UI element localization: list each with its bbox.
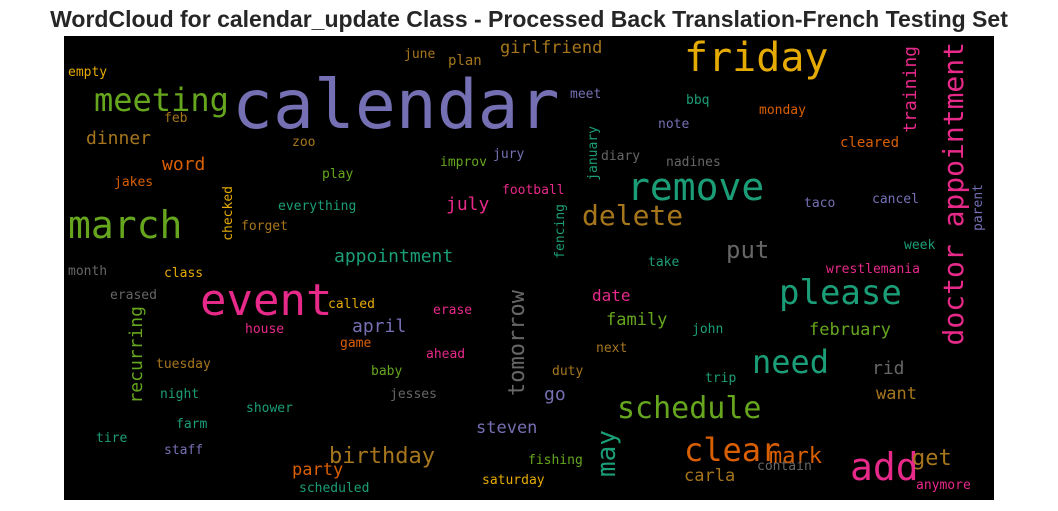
word: tire bbox=[96, 431, 128, 446]
word: need bbox=[752, 343, 830, 381]
word: duty bbox=[552, 364, 584, 379]
word: monday bbox=[759, 103, 806, 118]
word: house bbox=[245, 322, 285, 337]
word: schedule bbox=[617, 391, 762, 426]
word: january bbox=[586, 126, 601, 181]
word: carla bbox=[684, 466, 736, 486]
word: meeting bbox=[94, 81, 229, 119]
word: fencing bbox=[553, 204, 568, 259]
word: contain bbox=[757, 459, 812, 474]
word: birthday bbox=[329, 444, 435, 469]
word: next bbox=[596, 341, 628, 356]
word: staff bbox=[164, 443, 204, 458]
word: empty bbox=[68, 65, 108, 80]
word: clear bbox=[684, 431, 781, 469]
word: diary bbox=[601, 149, 641, 164]
word: wrestlemania bbox=[826, 262, 920, 277]
word: saturday bbox=[482, 473, 545, 488]
word: training bbox=[900, 46, 921, 133]
chart-title: WordCloud for calendar_update Class - Pr… bbox=[50, 6, 1008, 32]
word: take bbox=[648, 255, 680, 270]
word: cancel bbox=[872, 192, 919, 207]
word: date bbox=[592, 286, 631, 305]
word: please bbox=[779, 273, 902, 313]
word: anymore bbox=[916, 478, 971, 493]
word: tomorrow bbox=[505, 290, 530, 396]
word: bbq bbox=[686, 93, 710, 108]
word: plan bbox=[448, 53, 482, 69]
word: taco bbox=[804, 196, 836, 211]
word: night bbox=[160, 387, 200, 402]
word: note bbox=[658, 117, 690, 132]
word: mark bbox=[769, 444, 822, 469]
word: jakes bbox=[114, 175, 154, 190]
word: week bbox=[904, 238, 936, 253]
word: ahead bbox=[426, 347, 466, 362]
word: february bbox=[809, 320, 891, 340]
word: baby bbox=[371, 364, 403, 379]
word: fishing bbox=[528, 453, 583, 468]
word: march bbox=[68, 203, 183, 247]
word: july bbox=[446, 194, 490, 215]
word: class bbox=[164, 266, 204, 281]
word: tuesday bbox=[156, 357, 211, 372]
word: called bbox=[328, 297, 375, 312]
word: parent bbox=[971, 184, 986, 231]
word: calendar bbox=[232, 66, 560, 145]
word: june bbox=[404, 47, 436, 62]
word: party bbox=[292, 460, 344, 480]
word: jury bbox=[493, 147, 525, 162]
word: dinner bbox=[86, 128, 152, 149]
word: trip bbox=[705, 371, 737, 386]
word: improv bbox=[440, 155, 487, 170]
word: rid bbox=[872, 358, 905, 379]
word: forget bbox=[241, 219, 288, 234]
word: recurring bbox=[126, 306, 147, 404]
word: april bbox=[352, 316, 407, 337]
word: game bbox=[340, 336, 372, 351]
word: delete bbox=[582, 199, 684, 232]
word: appointment bbox=[334, 246, 454, 267]
word: family bbox=[606, 310, 668, 330]
word: may bbox=[592, 430, 622, 477]
word: shower bbox=[246, 401, 293, 416]
word: scheduled bbox=[299, 481, 370, 496]
word: doctor appointment bbox=[937, 42, 970, 346]
word: play bbox=[322, 167, 354, 182]
word: remove bbox=[627, 165, 765, 209]
word: jesses bbox=[390, 387, 437, 402]
word: feb bbox=[164, 111, 188, 126]
word: everything bbox=[278, 199, 357, 214]
word: event bbox=[200, 275, 333, 326]
word: friday bbox=[684, 35, 829, 81]
word: month bbox=[68, 264, 108, 279]
word: cleared bbox=[840, 135, 900, 151]
word: erase bbox=[433, 303, 473, 318]
word: nadines bbox=[666, 155, 721, 170]
word: football bbox=[502, 183, 565, 198]
word-cloud: calendar friday meeting march remove del… bbox=[64, 36, 994, 500]
word: want bbox=[876, 384, 917, 404]
word: meet bbox=[570, 87, 602, 102]
word: zoo bbox=[292, 135, 316, 150]
word: john bbox=[692, 322, 724, 337]
word: go bbox=[544, 384, 566, 405]
word: farm bbox=[176, 417, 208, 432]
word: girlfriend bbox=[500, 38, 603, 58]
word: checked bbox=[221, 186, 236, 241]
word: erased bbox=[110, 288, 157, 303]
word: put bbox=[726, 236, 770, 264]
word: word bbox=[162, 154, 206, 175]
word: add bbox=[850, 445, 919, 489]
word: steven bbox=[476, 418, 538, 438]
word: get bbox=[912, 446, 952, 471]
